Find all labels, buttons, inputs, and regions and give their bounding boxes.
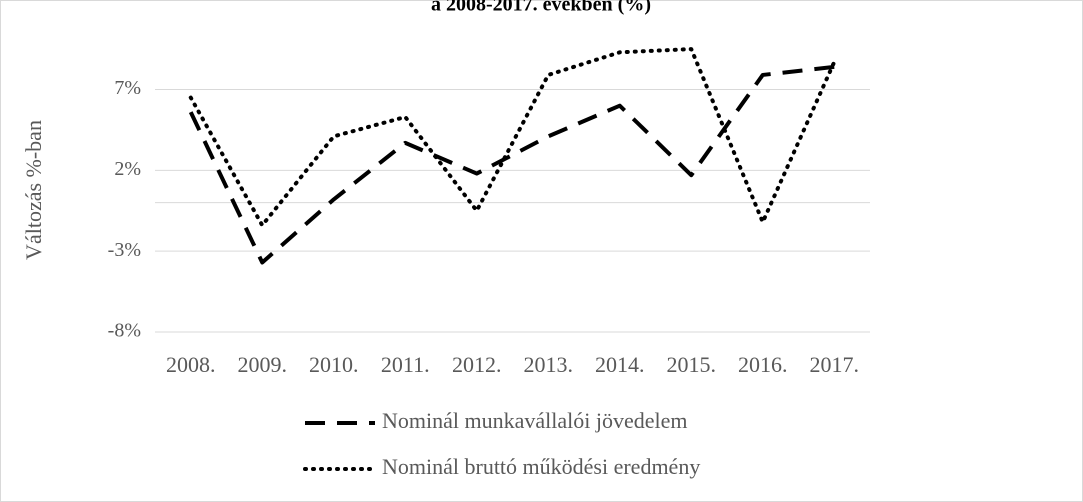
x-tick-label: 2008. — [166, 352, 216, 377]
x-tick-label: 2012. — [452, 352, 502, 377]
x-tick-label: 2011. — [381, 352, 430, 377]
y-tick-label: -3% — [108, 239, 141, 261]
x-tick-label: 2015. — [667, 352, 717, 377]
y-tick-label: -8% — [108, 320, 141, 342]
y-axis-label: Változás %-ban — [21, 120, 46, 260]
data-line — [188, 64, 835, 265]
y-tick-label: 7% — [114, 77, 141, 99]
legend-label: Nominál munkavállalói jövedelem — [382, 408, 687, 433]
x-tick-label: 2010. — [309, 352, 359, 377]
data-line — [188, 47, 837, 228]
y-tick-label: 2% — [114, 158, 141, 180]
legend-label: Nominál bruttó működési eredmény — [382, 454, 700, 479]
x-tick-label: 2017. — [810, 352, 860, 377]
x-tick-label: 2016. — [738, 352, 788, 377]
x-tick-label: 2009. — [238, 352, 288, 377]
x-tick-label: 2013. — [524, 352, 574, 377]
x-tick-label: 2014. — [595, 352, 645, 377]
chart-title: a 2008-2017. években (%) — [431, 0, 651, 16]
